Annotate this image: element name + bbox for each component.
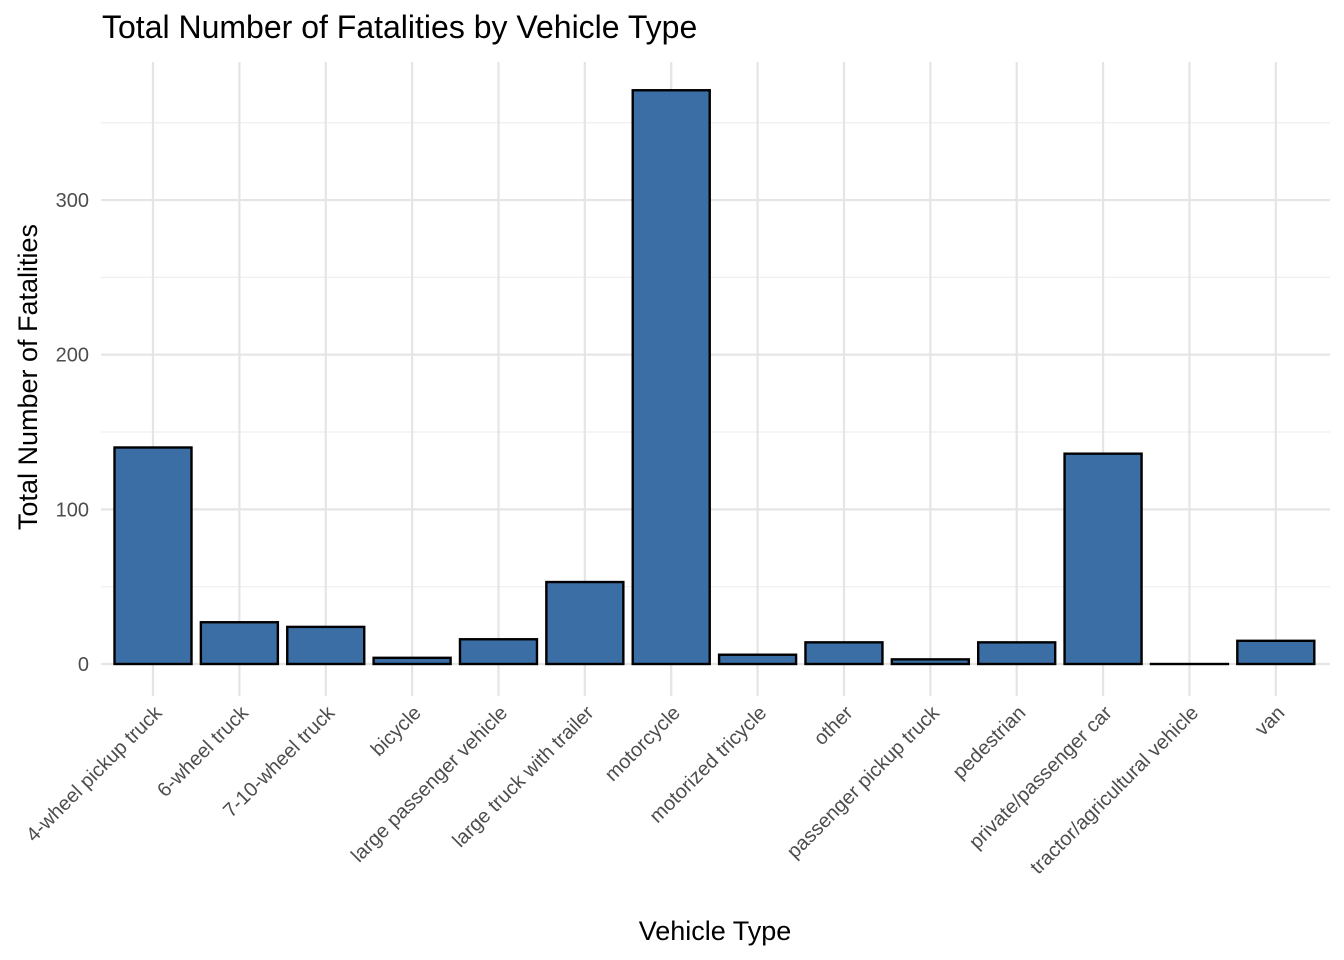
chart-title: Total Number of Fatalities by Vehicle Ty… xyxy=(102,9,697,45)
bar xyxy=(286,625,366,666)
y-axis-ticks: 0 100 200 300 xyxy=(56,190,89,676)
x-axis-title: Vehicle Type xyxy=(639,916,792,946)
gridlines xyxy=(101,62,1330,696)
bar xyxy=(804,641,884,666)
bar xyxy=(545,580,625,666)
bar xyxy=(890,658,971,666)
x-tick-label: large passenger vehicle xyxy=(347,702,512,867)
bar xyxy=(1063,452,1143,666)
bar xyxy=(1236,639,1316,666)
bar xyxy=(977,641,1057,666)
bar xyxy=(458,638,539,666)
x-tick-label: private/passenger car xyxy=(965,702,1117,854)
bar xyxy=(113,446,193,666)
y-tick-label: 0 xyxy=(78,654,89,676)
x-tick-label: pedestrian xyxy=(949,702,1031,784)
bar xyxy=(199,621,280,666)
x-tick-label: 4-wheel pickup truck xyxy=(22,701,167,846)
x-tick-label: motorcycle xyxy=(601,702,685,786)
x-tick-label: passenger pickup truck xyxy=(783,701,945,863)
bar xyxy=(631,89,711,666)
bars xyxy=(113,89,1316,666)
x-tick-label: other xyxy=(810,702,858,750)
y-tick-label: 100 xyxy=(56,499,89,521)
bar xyxy=(717,653,798,666)
x-tick-label: van xyxy=(1251,702,1289,740)
x-tick-label: tractor/agricultural vehicle xyxy=(1026,702,1203,879)
x-tick-label: large truck with trailer xyxy=(448,702,598,852)
y-axis-title: Total Number of Fatalities xyxy=(13,224,43,530)
x-tick-label: bicycle xyxy=(367,702,426,761)
y-tick-label: 300 xyxy=(56,190,89,212)
y-tick-label: 200 xyxy=(56,345,89,367)
bar xyxy=(372,656,452,666)
plot-area xyxy=(101,62,1330,696)
